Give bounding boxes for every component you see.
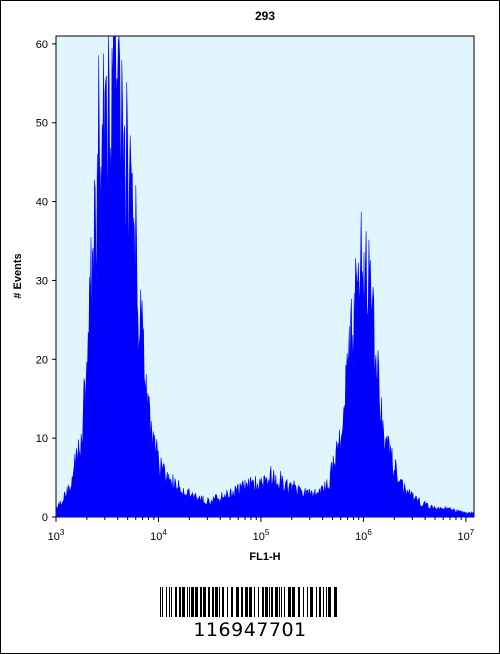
y-axis-label: # Events — [12, 253, 24, 298]
x-tick-label: 103 — [48, 528, 65, 543]
barcode-bar — [310, 587, 313, 617]
barcode-bar — [189, 587, 190, 617]
y-tick-label: 30 — [36, 275, 48, 287]
barcode-bar — [166, 587, 167, 617]
x-tick-label: 105 — [253, 528, 270, 543]
barcode-bar — [187, 587, 188, 617]
barcode-number: 116947701 — [193, 619, 307, 641]
barcode-bar — [160, 587, 161, 617]
barcode-bar — [241, 587, 243, 617]
barcode-bar — [171, 587, 172, 617]
barcode-bar — [227, 587, 228, 617]
barcode-bar — [212, 587, 214, 617]
barcode-bar — [208, 587, 210, 617]
barcode-bar — [215, 587, 218, 617]
barcode-bar — [169, 587, 170, 617]
barcode-bar — [316, 587, 317, 617]
barcode-bar — [319, 587, 321, 617]
barcode-bar — [307, 587, 308, 617]
barcode-bar — [279, 587, 280, 617]
barcode-bar — [179, 587, 181, 617]
barcode-bar — [262, 587, 264, 617]
y-tick-label: 10 — [36, 433, 48, 445]
barcode-bar — [236, 587, 239, 617]
barcode-bar — [200, 587, 202, 617]
barcode-bar — [292, 587, 295, 617]
barcode-bar — [219, 587, 220, 617]
histogram-area — [55, 35, 475, 518]
barcode-bar — [334, 587, 337, 617]
x-axis-label: FL1-H — [249, 551, 280, 563]
x-tick-label: 104 — [150, 528, 167, 543]
barcode-bar — [245, 587, 248, 617]
y-tick-label: 0 — [42, 512, 48, 524]
x-tick-label: 106 — [355, 528, 372, 543]
y-axis: 0 10 20 30 40 50 60 — [36, 39, 56, 524]
y-tick-label: 20 — [36, 354, 48, 366]
barcode-bar — [182, 587, 185, 617]
x-axis: 103 104 105 106 107 — [48, 517, 475, 543]
barcode-bar — [265, 587, 268, 617]
y-tick-label: 40 — [36, 197, 48, 209]
barcode-bar — [284, 587, 285, 617]
barcode-bar — [191, 587, 194, 617]
barcode-bar — [249, 587, 252, 617]
barcode-bar — [222, 587, 224, 617]
barcode-bar — [323, 587, 324, 617]
barcode-bar — [162, 587, 163, 617]
barcode-bar — [269, 587, 270, 617]
barcode-bar — [254, 587, 255, 617]
y-tick-label: 50 — [36, 118, 48, 130]
barcode-bar — [288, 587, 291, 617]
barcode-bar — [258, 587, 259, 617]
barcode-bar — [298, 587, 300, 617]
barcode-bar — [195, 587, 198, 617]
barcode-bar — [328, 587, 331, 617]
barcode-bar — [271, 587, 273, 617]
chart-title: 293 — [255, 9, 275, 23]
barcode-bar — [175, 587, 177, 617]
barcode-bar — [326, 587, 327, 617]
barcode-bar — [303, 587, 304, 617]
barcode-bar — [275, 587, 278, 617]
barcode-bar — [203, 587, 206, 617]
x-tick-label: 107 — [458, 528, 475, 543]
barcode-bar — [281, 587, 282, 617]
barcode-image — [160, 587, 337, 617]
y-tick-label: 60 — [36, 39, 48, 51]
barcode-bar — [231, 587, 233, 617]
